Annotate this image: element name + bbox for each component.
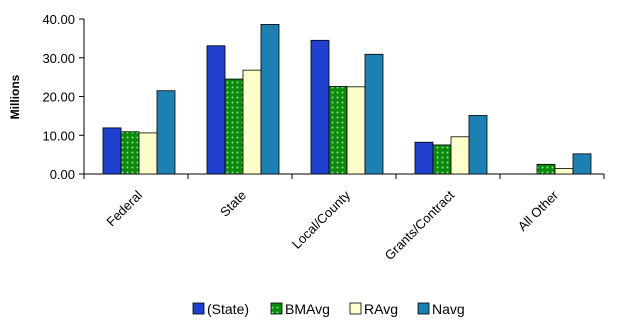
bar-ravg-local-county (346, 86, 366, 175)
legend-swatch (270, 302, 283, 315)
x-tick-label: Local/County (289, 187, 354, 252)
legend-label: Navg (432, 301, 465, 317)
y-axis-ticks: 0.00 10.00 20.00 30.00 40.00 (42, 12, 84, 182)
bar-bmavg-local-county (328, 86, 348, 175)
x-tick-label: Federal (103, 187, 145, 229)
bar-ravg-all-other (554, 168, 574, 175)
bar-state-local-county (310, 39, 330, 175)
bar-state-state (206, 45, 226, 175)
y-tick-label: 20.00 (42, 90, 75, 105)
bar-ravg-grants-contract (450, 136, 470, 175)
bar-bmavg-state (224, 78, 244, 175)
legend-label: BMAvg (285, 301, 330, 317)
x-tick-label: Grants/Contract (382, 187, 458, 263)
legend-swatch (349, 302, 362, 315)
legend-swatch (417, 302, 430, 315)
x-axis-ticks: Federal State Local/County Grants/Contract A… (83, 174, 605, 263)
y-tick-label: 0.00 (50, 167, 75, 182)
bar-bmavg-federal (120, 131, 140, 175)
bar-ravg-federal (138, 132, 158, 175)
bar-navg-federal (156, 90, 176, 175)
bar-ravg-state (242, 69, 262, 175)
bar-state-grants-contract (414, 141, 434, 175)
y-tick-label: 30.00 (42, 51, 75, 66)
legend-label: (State) (207, 301, 249, 317)
bar-bmavg-all-other (536, 163, 556, 175)
bar-bmavg-grants-contract (432, 144, 452, 175)
legend-label: RAvg (364, 301, 398, 317)
x-tick-label: All Other (515, 187, 562, 234)
y-tick-label: 40.00 (42, 12, 75, 27)
bar-navg-state (260, 24, 280, 175)
x-tick-label: State (217, 188, 249, 220)
plot-area (83, 19, 604, 175)
y-axis-title: Millions (8, 74, 22, 119)
y-tick-label: 10.00 (42, 128, 75, 143)
legend-swatch (192, 302, 205, 315)
bar-navg-grants-contract (468, 115, 488, 175)
bar-state-federal (102, 127, 122, 175)
legend: (State) BMAvg RAvg Navg (192, 301, 465, 317)
bar-navg-all-other (572, 153, 592, 175)
bar-navg-local-county (364, 53, 384, 175)
